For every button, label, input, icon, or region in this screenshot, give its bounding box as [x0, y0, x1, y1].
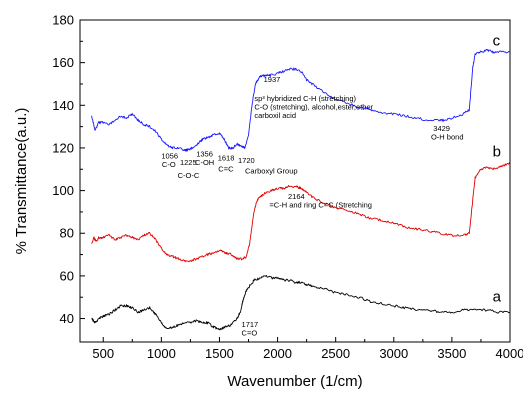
annotation-label: C-O (stretching), alcohol,ester,ether: [254, 103, 373, 112]
series-label-a: a: [493, 288, 502, 305]
annotation-label: C-O: [162, 160, 176, 169]
y-tick-label: 140: [52, 98, 74, 113]
y-tick-label: 80: [60, 226, 74, 241]
annotation-label: 1225: [180, 158, 197, 167]
annotation-label: 1937: [264, 75, 281, 84]
y-tick-label: 120: [52, 140, 74, 155]
series-line-b: [91, 162, 511, 263]
x-axis-ticks: 500 1000 1500 2000 2500 3000 3500 4000: [92, 337, 523, 361]
annotation-label: =C-H and ring C=C (Stretching: [269, 201, 372, 210]
annotation-label: O-H bond: [431, 132, 464, 141]
x-tick-label: 2500: [321, 346, 350, 361]
annotation-label: 1056: [161, 152, 178, 161]
annotation-label: C=C: [218, 164, 234, 173]
annotation-label: C-O-C: [178, 171, 200, 180]
series-group: [91, 48, 511, 331]
plot-frame: [79, 19, 511, 343]
annotation-label: sp³ hybridized C-H (stretching): [254, 94, 356, 103]
y-axis-title: % Transmittance(a.u.): [13, 108, 30, 255]
y-tick-label: 100: [52, 183, 74, 198]
annotation-label: 3429: [433, 124, 450, 133]
series-labels: c b a: [493, 33, 502, 306]
y-tick-label: 160: [52, 55, 74, 70]
annotation-label: 1618: [218, 154, 235, 163]
annotation-label: carboxil acid: [254, 111, 296, 120]
y-tick-label: 60: [60, 268, 74, 283]
annotation-label: 1720: [238, 156, 255, 165]
x-tick-label: 3500: [437, 346, 466, 361]
annotation-label: C=O: [242, 329, 258, 338]
x-tick-label: 3000: [379, 346, 408, 361]
x-tick-label: 1500: [205, 346, 234, 361]
annotation-label: 2164: [288, 192, 305, 201]
x-tick-label: 500: [92, 346, 114, 361]
annotation-label: Carboxyl Group: [245, 167, 298, 176]
annotation-label: 1717: [242, 320, 259, 329]
x-tick-label: 2000: [263, 346, 292, 361]
series-line-c: [91, 48, 511, 152]
x-axis-title: Wavenumber (1/cm): [227, 373, 362, 390]
series-line-a: [91, 275, 511, 331]
annotation-label: C-OH: [195, 158, 214, 167]
series-label-c: c: [493, 33, 501, 50]
annotation-label: 1356: [196, 149, 213, 158]
series-label-b: b: [493, 143, 501, 160]
x-tick-label: 4000: [496, 346, 523, 361]
y-axis-ticks: 40 60 80 100 120 140 160 180: [52, 13, 85, 326]
x-tick-label: 1000: [147, 346, 176, 361]
y-tick-label: 40: [60, 311, 74, 326]
y-tick-label: 180: [52, 13, 74, 28]
